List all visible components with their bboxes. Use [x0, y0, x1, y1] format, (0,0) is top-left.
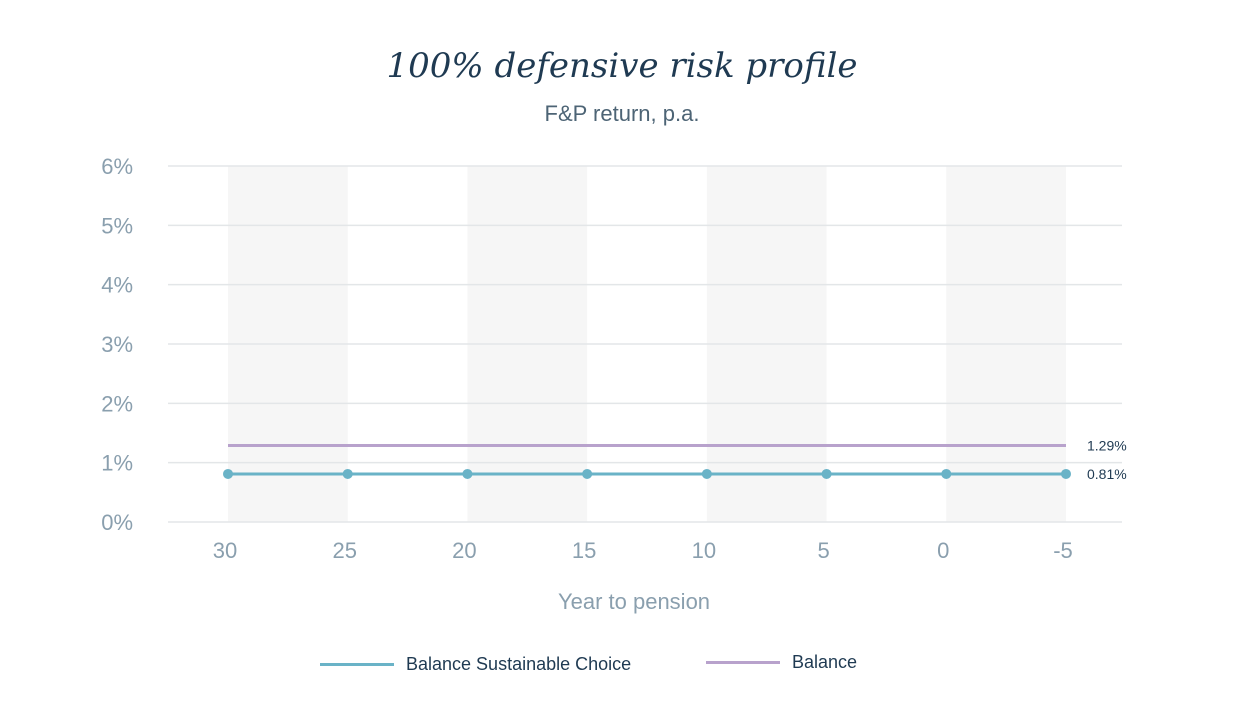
- data-point-balance-sustainable-choice: [582, 468, 593, 479]
- chart-title: 100% defensive risk profile: [386, 46, 858, 86]
- y-tick-label: 5%: [101, 213, 133, 238]
- legend-item-balance: Balance: [706, 652, 857, 673]
- legend-label-balance-sustainable-choice: Balance Sustainable Choice: [406, 654, 632, 674]
- legend: Balance Sustainable Choice Balance: [0, 652, 1244, 682]
- x-tick-label: 20: [452, 538, 476, 563]
- end-label-balance-sustainable-choice: 0.81%: [1087, 466, 1127, 482]
- x-tick-label: 0: [937, 538, 949, 563]
- x-tick-label: 5: [817, 538, 829, 563]
- data-point-balance-sustainable-choice: [821, 468, 832, 479]
- legend-item-balance-sustainable-choice: Balance Sustainable Choice: [320, 654, 631, 675]
- legend-label-balance: Balance: [792, 652, 858, 672]
- x-tick-label: -5: [1053, 538, 1073, 563]
- chart-subtitle: F&P return, p.a.: [544, 101, 700, 126]
- data-point-balance-sustainable-choice: [701, 468, 712, 479]
- x-tick-label: 30: [213, 538, 237, 563]
- data-point-balance-sustainable-choice: [941, 468, 952, 479]
- y-tick-label: 1%: [101, 451, 133, 476]
- y-tick-label: 2%: [101, 391, 133, 416]
- data-point-balance-sustainable-choice: [1061, 468, 1071, 479]
- x-tick-label: 15: [572, 538, 596, 563]
- legend-swatch-balance-sustainable-choice: [320, 663, 394, 666]
- line-chart: 0% 1% 2% 3% 4% 5% 6% 30 25 20 15 10 5 0 -5 Year to pens…: [101, 154, 1127, 614]
- x-tick-label: 25: [332, 538, 356, 563]
- legend-swatch-balance: [706, 661, 780, 664]
- y-tick-label: 3%: [101, 332, 133, 357]
- y-tick-label: 0%: [101, 510, 133, 535]
- y-tick-label: 6%: [101, 154, 133, 179]
- x-axis-label: Year to pension: [558, 589, 710, 614]
- x-tick-label: 10: [692, 538, 716, 563]
- data-point-balance-sustainable-choice: [342, 468, 353, 479]
- data-point-balance-sustainable-choice: [462, 468, 473, 479]
- data-point-balance-sustainable-choice: [223, 468, 233, 479]
- end-label-balance: 1.29%: [1087, 437, 1127, 453]
- y-tick-label: 4%: [101, 273, 133, 298]
